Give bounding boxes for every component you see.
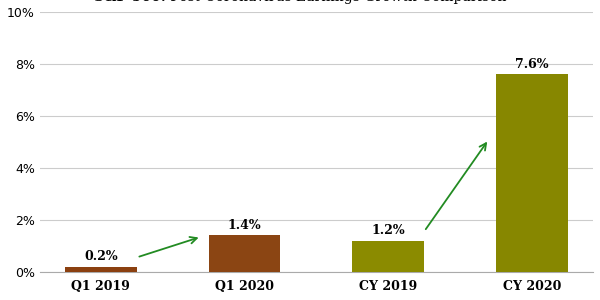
Text: 7.6%: 7.6%	[515, 58, 549, 71]
Text: 1.4%: 1.4%	[227, 219, 262, 232]
Text: Post-Coronavirus Earnings Growth Comparison: Post-Coronavirus Earnings Growth Compari…	[166, 0, 506, 4]
Bar	[352, 241, 424, 272]
Bar	[209, 236, 280, 272]
Text: 0.2%: 0.2%	[84, 250, 118, 263]
Bar	[65, 266, 137, 272]
Text: S&P 500:: S&P 500:	[94, 0, 166, 4]
Bar	[496, 74, 568, 272]
Text: 1.2%: 1.2%	[371, 224, 405, 237]
